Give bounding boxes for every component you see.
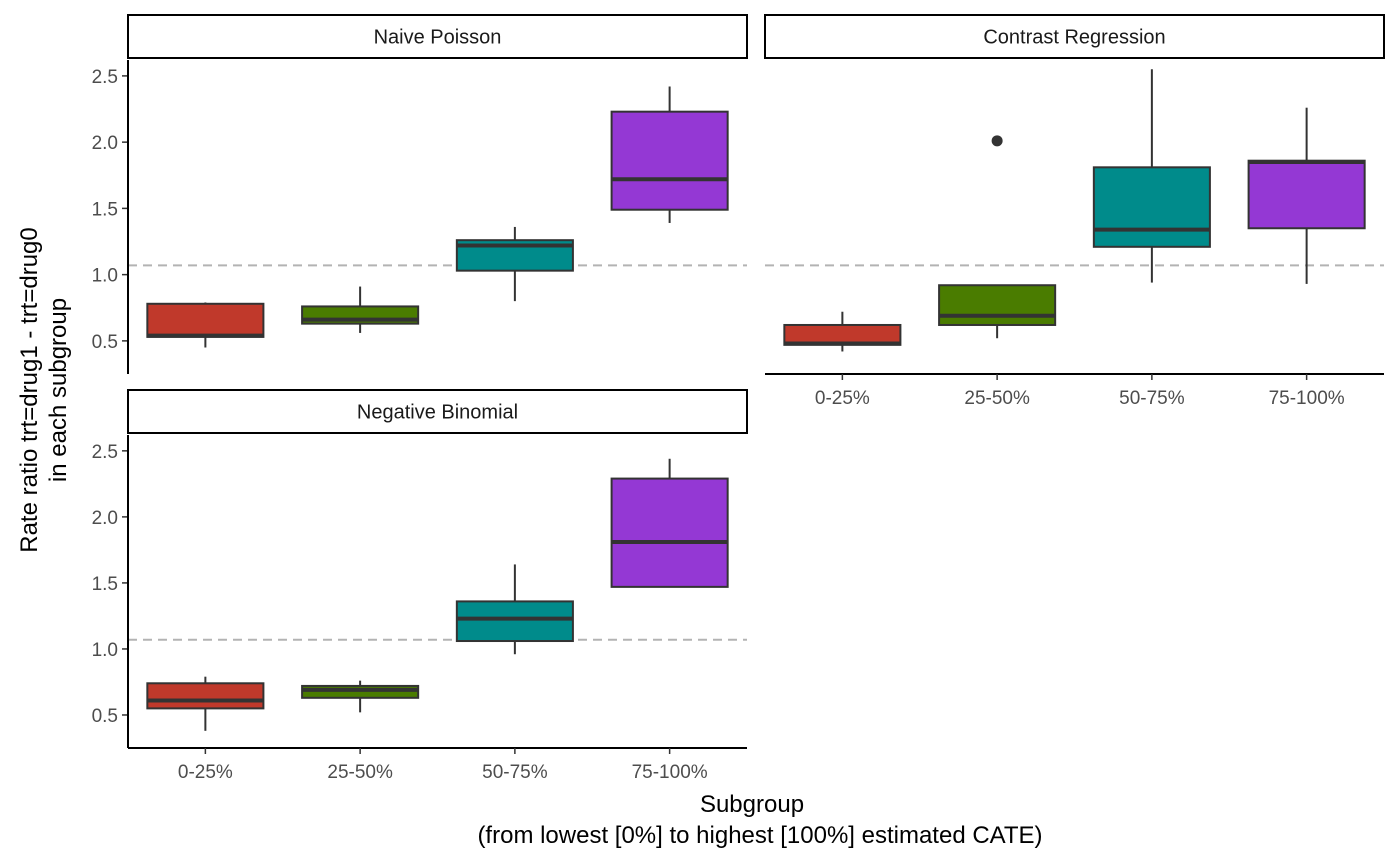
facet-panel: Negative Binomial 0.5 1.0 1.5 2.0 2.5 0-25% 25-…	[92, 389, 748, 783]
x-axis-title: Subgroup	[700, 791, 804, 818]
x-tick-label: 25-50%	[964, 388, 1030, 409]
box-iqr	[1092, 166, 1211, 248]
box-iqr	[455, 600, 574, 643]
y-tick-label: 1.5	[92, 199, 118, 220]
facet-panel: Naive Poisson 0.5 1.0 1.5 2.0 2.5	[92, 14, 748, 374]
box-25-50%	[938, 135, 1057, 339]
y-tick-label: 2.5	[92, 67, 118, 88]
y-tick-label: 1.0	[92, 640, 118, 661]
y-tick-label: 2.0	[92, 508, 118, 529]
x-tick-label: 0-25%	[178, 762, 233, 783]
box-25-50%	[301, 286, 420, 333]
facet-strip-title: Contrast Regression	[983, 27, 1165, 49]
box-iqr	[938, 284, 1057, 326]
facet-panel: Contrast Regression 0-25% 25-50% 50-75% 75-1…	[764, 14, 1385, 409]
box-iqr	[146, 302, 265, 338]
facet-strip-title: Naive Poisson	[374, 27, 502, 49]
box-75-100%	[610, 458, 729, 588]
box-75-100%	[610, 86, 729, 223]
x-tick-label: 50-75%	[482, 762, 548, 783]
outlier-point	[991, 135, 1003, 147]
panels-layer: Naive Poisson 0.5 1.0 1.5 2.0 2.5 Contrast Reg…	[92, 14, 1385, 783]
box-0-25%	[783, 311, 902, 352]
box-iqr	[1247, 159, 1366, 230]
y-axis-subtitle: in each subgroup	[45, 298, 72, 482]
y-tick-label: 1.0	[92, 266, 118, 287]
box-iqr	[610, 477, 729, 588]
x-axis-subtitle: (from lowest [0%] to highest [100%] esti…	[477, 822, 1042, 849]
x-tick-label: 0-25%	[815, 388, 870, 409]
box-iqr	[146, 682, 265, 710]
box-25-50%	[301, 680, 420, 713]
y-tick-label: 2.5	[92, 442, 118, 463]
y-tick-label: 1.5	[92, 574, 118, 595]
facet-strip-title: Negative Binomial	[357, 402, 518, 424]
box-iqr	[610, 110, 729, 211]
y-tick-label: 0.5	[92, 332, 118, 353]
x-tick-label: 25-50%	[327, 762, 393, 783]
box-50-75%	[1092, 69, 1211, 283]
box-0-25%	[146, 302, 265, 348]
y-tick-label: 0.5	[92, 706, 118, 727]
box-75-100%	[1247, 107, 1366, 284]
y-axis-title: Rate ratio trt=drug1 - trt=drug0	[16, 227, 43, 553]
x-tick-label: 50-75%	[1119, 388, 1185, 409]
box-50-75%	[455, 226, 574, 302]
x-tick-label: 75-100%	[632, 762, 708, 783]
y-tick-label: 2.0	[92, 133, 118, 154]
box-50-75%	[455, 564, 574, 655]
facet-strip	[127, 389, 748, 434]
box-0-25%	[146, 676, 265, 731]
x-tick-label: 75-100%	[1269, 388, 1345, 409]
facet-strip	[127, 14, 748, 59]
facet-strip	[764, 14, 1385, 59]
